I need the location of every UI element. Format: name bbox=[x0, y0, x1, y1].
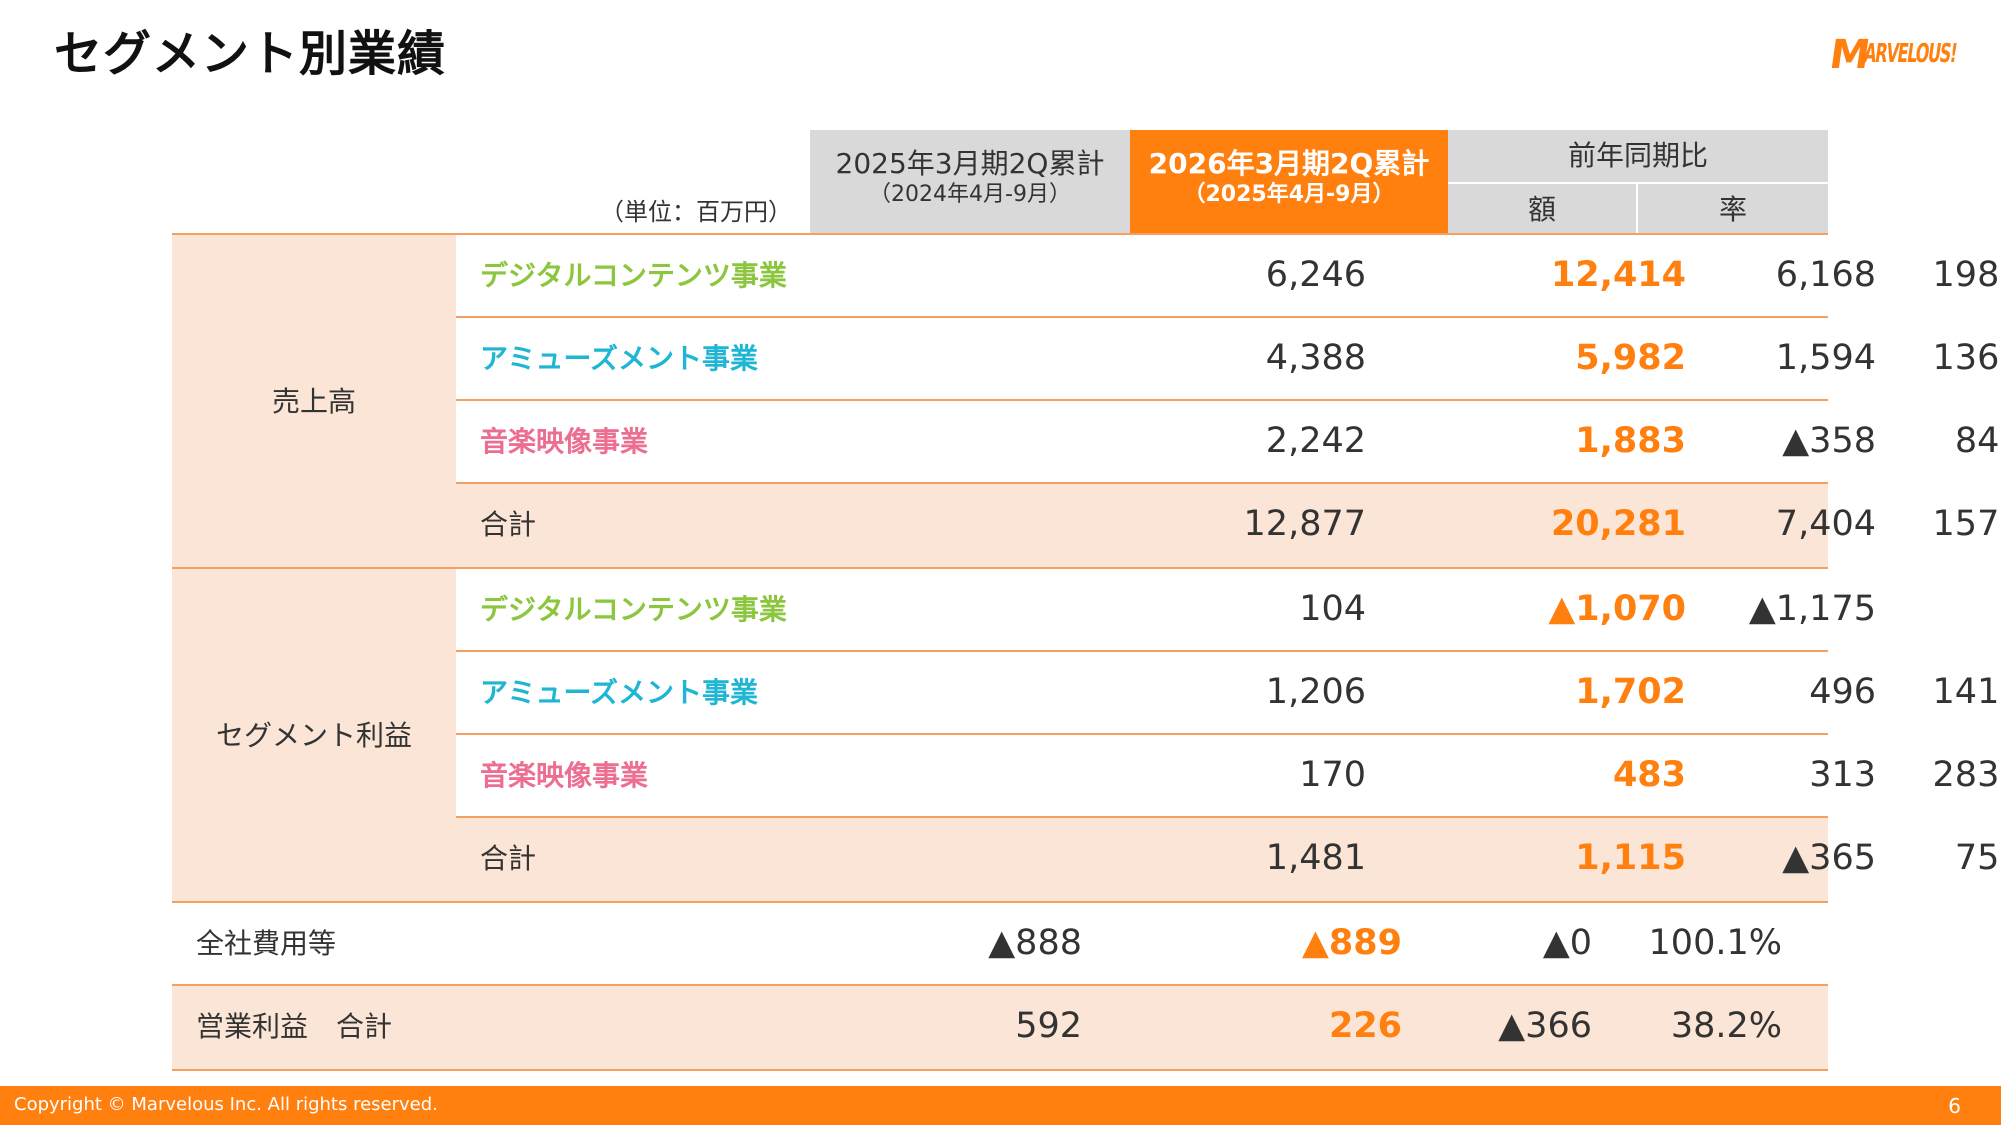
row-label: デジタルコンテンツ事業 bbox=[480, 593, 787, 626]
group-segment-profit-label: セグメント利益 bbox=[215, 719, 412, 752]
header-current-period: 2026年3月期2Q累計 （2025年4月-9月） bbox=[1130, 130, 1448, 234]
header-cur-main: 2026年3月期2Q累計 bbox=[1148, 147, 1430, 180]
copyright: Copyright © Marvelous Inc. All rights re… bbox=[14, 1094, 438, 1115]
row-label: アミューズメント事業 bbox=[480, 342, 759, 375]
header-rate: 率 bbox=[1638, 182, 1828, 234]
cell-prev: 1,481 bbox=[1265, 838, 1366, 878]
cell-amount: 6,168 bbox=[1775, 255, 1876, 295]
table-row: アミューズメント事業 1,206 1,702 496 141.2% bbox=[456, 652, 2001, 735]
row-label: アミューズメント事業 bbox=[480, 676, 759, 709]
cell-prev: 12,877 bbox=[1243, 504, 1366, 544]
header-prev-period: 2025年3月期2Q累計 （2024年4月-9月） bbox=[810, 130, 1130, 234]
cell-current: ▲1,070 bbox=[1548, 589, 1686, 629]
cell-current: 20,281 bbox=[1550, 504, 1686, 544]
cell-current: ▲889 bbox=[1302, 923, 1402, 963]
cell-rate: 136.3% bbox=[1932, 338, 2001, 378]
row-label: 合計 bbox=[480, 508, 537, 541]
table-row-subtotal: 合計 1,481 1,115 ▲365 75.3% bbox=[456, 818, 2001, 903]
cell-amount: 1,594 bbox=[1775, 338, 1876, 378]
cell-current: 12,414 bbox=[1550, 255, 1686, 295]
cell-amount: ▲0 bbox=[1542, 923, 1592, 963]
row-label: 音楽映像事業 bbox=[480, 425, 649, 458]
table-row: 音楽映像事業 170 483 313 283.6% bbox=[456, 735, 2001, 818]
table-row-corporate: 全社費用等 ▲888 ▲889 ▲0 100.1% bbox=[172, 903, 1828, 986]
cell-current: 5,982 bbox=[1575, 338, 1686, 378]
header-prev-sub: （2024年4月-9月） bbox=[869, 182, 1071, 207]
cell-amount: ▲1,175 bbox=[1748, 589, 1876, 629]
cell-rate: 141.2% bbox=[1932, 672, 2001, 712]
cell-rate: 157.5% bbox=[1932, 504, 2001, 544]
cell-current: 1,883 bbox=[1575, 421, 1686, 461]
cell-prev: 592 bbox=[1015, 1006, 1082, 1046]
row-label: 音楽映像事業 bbox=[480, 759, 649, 792]
group-sales-label: 売上高 bbox=[271, 385, 356, 418]
cell-amount: ▲366 bbox=[1498, 1006, 1592, 1046]
cell-current: 226 bbox=[1328, 1006, 1402, 1046]
table-row: デジタルコンテンツ事業 6,246 12,414 6,168 198.7% bbox=[456, 235, 2001, 318]
cell-current: 1,702 bbox=[1575, 672, 1686, 712]
cell-rate: 38.2% bbox=[1670, 1006, 1782, 1046]
table-row-subtotal: 合計 12,877 20,281 7,404 157.5% bbox=[456, 484, 2001, 569]
cell-rate: －% bbox=[1998, 569, 2001, 650]
row-label: 合計 bbox=[480, 842, 537, 875]
cell-rate: 100.1% bbox=[1648, 923, 1782, 963]
table-row: デジタルコンテンツ事業 104 ▲1,070 ▲1,175 －% bbox=[456, 569, 2001, 652]
header-amount: 額 bbox=[1448, 182, 1638, 234]
row-label: 全社費用等 bbox=[196, 927, 337, 960]
cell-rate: 84.0% bbox=[1954, 421, 2001, 461]
group-sales: 売上高 bbox=[172, 235, 456, 569]
table-row: 音楽映像事業 2,242 1,883 ▲358 84.0% bbox=[456, 401, 2001, 484]
cell-prev: 1,206 bbox=[1265, 672, 1366, 712]
page-title: セグメント別業績 bbox=[54, 26, 447, 82]
header-prev-main: 2025年3月期2Q累計 bbox=[835, 147, 1105, 180]
table-top-border bbox=[172, 233, 1828, 235]
marvelous-logo: M ARVELOUS! bbox=[1827, 32, 1958, 78]
svg-text:M: M bbox=[1827, 32, 1870, 78]
header-cur-sub: （2025年4月-9月） bbox=[1183, 182, 1395, 207]
cell-rate: 283.6% bbox=[1932, 755, 2001, 795]
cell-rate: 75.3% bbox=[1954, 838, 2001, 878]
cell-amount: ▲358 bbox=[1782, 421, 1876, 461]
cell-amount: 496 bbox=[1809, 672, 1876, 712]
cell-amount: 7,404 bbox=[1775, 504, 1876, 544]
table-row: アミューズメント事業 4,388 5,982 1,594 136.3% bbox=[456, 318, 2001, 401]
cell-prev: 2,242 bbox=[1265, 421, 1366, 461]
cell-amount: 313 bbox=[1809, 755, 1876, 795]
row-label: 営業利益 合計 bbox=[196, 1010, 393, 1043]
cell-prev: 170 bbox=[1299, 755, 1366, 795]
page-number: 6 bbox=[1948, 1094, 1961, 1118]
unit-label: （単位：百万円） bbox=[600, 198, 792, 226]
cell-amount: ▲365 bbox=[1782, 838, 1876, 878]
row-label: デジタルコンテンツ事業 bbox=[480, 259, 787, 292]
table-row-total: 営業利益 合計 592 226 ▲366 38.2% bbox=[172, 986, 1828, 1071]
header-yoy: 前年同期比 bbox=[1448, 130, 1828, 182]
cell-prev: 104 bbox=[1299, 589, 1366, 629]
cell-prev: 4,388 bbox=[1265, 338, 1366, 378]
cell-current: 1,115 bbox=[1575, 838, 1686, 878]
svg-text:ARVELOUS!: ARVELOUS! bbox=[1862, 39, 1958, 69]
cell-rate: 198.7% bbox=[1932, 255, 2001, 295]
group-segment-profit: セグメント利益 bbox=[172, 569, 456, 903]
cell-prev: 6,246 bbox=[1265, 255, 1366, 295]
cell-current: 483 bbox=[1612, 755, 1686, 795]
cell-prev: ▲888 bbox=[988, 923, 1082, 963]
footer-bar: Copyright © Marvelous Inc. All rights re… bbox=[0, 1086, 2001, 1125]
